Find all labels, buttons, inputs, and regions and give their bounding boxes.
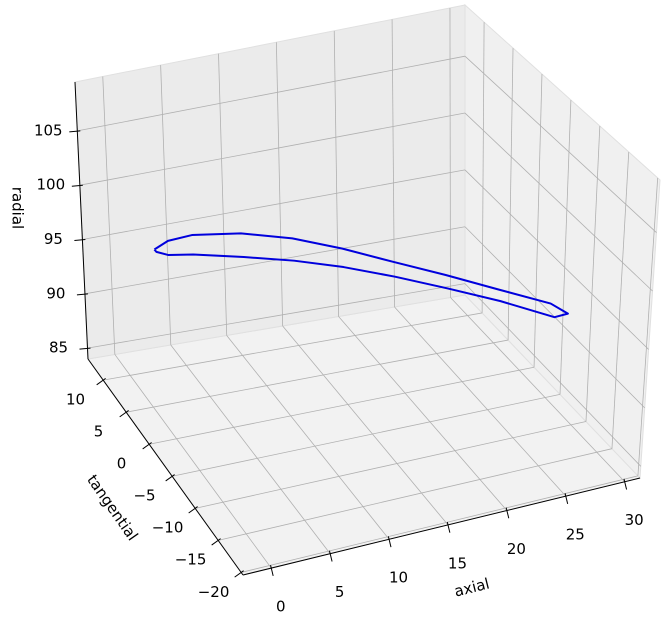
x-axis-label: axial <box>452 574 491 600</box>
x-tick-label: 15 <box>448 554 467 572</box>
tick-mark <box>165 474 175 482</box>
tick-mark <box>69 130 81 133</box>
tick-mark <box>446 521 451 533</box>
grid-line <box>84 226 466 295</box>
tick-mark <box>387 536 392 548</box>
grid-line <box>637 177 659 476</box>
grid-line <box>82 169 466 240</box>
grid-line <box>338 316 508 511</box>
grid-line <box>77 55 466 132</box>
z-tick-label: 85 <box>49 339 68 357</box>
grid-line <box>464 55 657 233</box>
x-tick-label: 20 <box>507 540 526 558</box>
grid-line <box>464 112 653 292</box>
grid-line <box>102 76 116 355</box>
side-pane <box>464 3 661 480</box>
tick-mark <box>119 410 129 418</box>
tick-mark <box>211 538 221 546</box>
z-tick-label: 95 <box>44 230 63 248</box>
grid-line <box>218 448 613 541</box>
grid-line <box>391 19 395 307</box>
grid-line <box>449 7 451 298</box>
z-axis-line <box>74 81 89 360</box>
z-tick-label: 100 <box>37 176 66 194</box>
grid-line <box>585 125 601 422</box>
tick-mark <box>74 239 86 242</box>
panes <box>74 3 661 576</box>
grid-line <box>170 344 331 554</box>
grid-line <box>611 151 630 449</box>
y-axis-label: tangential <box>83 471 141 544</box>
grid-line <box>394 306 567 497</box>
grid-line <box>172 393 561 477</box>
y-tick-label: 0 <box>117 455 127 473</box>
tick-mark <box>71 184 83 187</box>
grid-line <box>241 475 639 573</box>
grid-line <box>226 335 390 540</box>
z-axis-label: radial <box>9 187 27 229</box>
tick-mark <box>328 550 333 562</box>
marks <box>153 232 569 319</box>
grid-line <box>160 65 172 345</box>
grid-line <box>103 312 483 381</box>
tick-mark <box>79 347 91 350</box>
grid-line <box>533 74 543 368</box>
line <box>153 232 569 319</box>
y-axis-line <box>87 358 244 576</box>
tick-mark <box>142 442 152 450</box>
z-tick-label: 105 <box>34 121 63 139</box>
tick-mark <box>564 493 569 505</box>
grid-line <box>464 169 649 350</box>
x-tick-label: 10 <box>389 569 408 587</box>
tick-mark <box>188 506 198 514</box>
x-tick-label: 5 <box>335 583 345 601</box>
y-tick-label: −20 <box>198 583 230 601</box>
tick-mark <box>623 478 628 490</box>
y-tick-label: −15 <box>175 551 207 569</box>
tick-mark <box>505 507 510 519</box>
grid-line <box>79 112 466 186</box>
z-tick-label: 90 <box>46 284 65 302</box>
y-tick-label: −5 <box>133 487 155 505</box>
grid-line <box>218 53 228 336</box>
x-axis-line <box>242 477 641 576</box>
tick-mark <box>76 293 88 296</box>
grid-line <box>481 22 485 313</box>
y-tick-label: −10 <box>152 519 184 537</box>
tick-mark <box>234 570 244 578</box>
grid-line <box>195 421 587 509</box>
grid-line <box>282 325 449 526</box>
x-tick-label: 30 <box>625 511 644 529</box>
grid-line <box>333 30 339 317</box>
grid-line <box>126 339 509 413</box>
grid-line <box>464 283 642 467</box>
grid-line <box>114 354 272 569</box>
grid-line <box>275 42 284 326</box>
grid-line <box>149 366 535 445</box>
grid-line <box>450 297 625 483</box>
y-tick-label: 10 <box>66 390 85 408</box>
x-tick-label: 0 <box>276 597 286 615</box>
y-tick-label: 5 <box>94 423 104 441</box>
grid-line <box>559 100 572 395</box>
tick-mark <box>96 377 106 386</box>
x-tick-label: 25 <box>566 525 585 543</box>
tick-mark <box>270 565 274 576</box>
grid-line <box>87 283 466 349</box>
